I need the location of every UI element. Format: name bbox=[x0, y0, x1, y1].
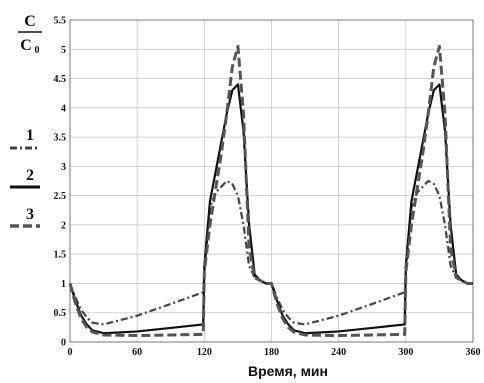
legend-label-2: 2 bbox=[26, 167, 34, 184]
legend-label-3: 3 bbox=[26, 206, 34, 223]
grid bbox=[69, 19, 474, 343]
y-tick-label-10: 5 bbox=[61, 45, 66, 56]
y-axis-label: C C 0 bbox=[18, 13, 42, 56]
x-tick-label-1: 60 bbox=[132, 347, 142, 358]
x-axis-label: Время, мин bbox=[248, 363, 328, 379]
y-tick-label-5: 2.5 bbox=[54, 191, 67, 202]
x-tick-label-0: 0 bbox=[68, 347, 73, 358]
y-tick-label-11: 5.5 bbox=[54, 16, 67, 27]
y-label-denominator: C bbox=[20, 37, 32, 54]
y-tick-label-6: 3 bbox=[61, 162, 66, 173]
x-tick-label-4: 240 bbox=[331, 347, 346, 358]
y-tick-label-2: 1 bbox=[61, 279, 66, 290]
y-tick-label-7: 3.5 bbox=[54, 133, 67, 144]
plot-frame bbox=[69, 19, 474, 343]
x-tick-labels: 0 60 120 180 240 300 360 bbox=[68, 347, 481, 358]
y-label-numerator: C bbox=[24, 13, 36, 30]
x-tick-label-6: 360 bbox=[466, 347, 481, 358]
x-tick-label-3: 180 bbox=[264, 347, 279, 358]
series-line-3 bbox=[68, 44, 473, 338]
axes bbox=[69, 19, 474, 343]
y-tick-label-1: 0.5 bbox=[54, 308, 67, 319]
series-lines bbox=[68, 44, 473, 338]
y-tick-label-3: 1.5 bbox=[54, 250, 67, 261]
x-tick-label-5: 300 bbox=[398, 347, 413, 358]
y-tick-label-4: 2 bbox=[61, 220, 66, 231]
x-tick-label-2: 120 bbox=[197, 347, 212, 358]
y-tick-labels: 0 0.5 1 1.5 2 2.5 3 3.5 4 4.5 5 5.5 bbox=[54, 16, 67, 349]
y-tick-label-8: 4 bbox=[61, 103, 66, 114]
y-label-denominator-subscript: 0 bbox=[35, 45, 40, 56]
y-tick-label-9: 4.5 bbox=[54, 74, 67, 85]
legend: 1 2 3 bbox=[10, 127, 40, 228]
legend-label-1: 1 bbox=[26, 127, 34, 144]
y-tick-label-0: 0 bbox=[61, 338, 66, 349]
